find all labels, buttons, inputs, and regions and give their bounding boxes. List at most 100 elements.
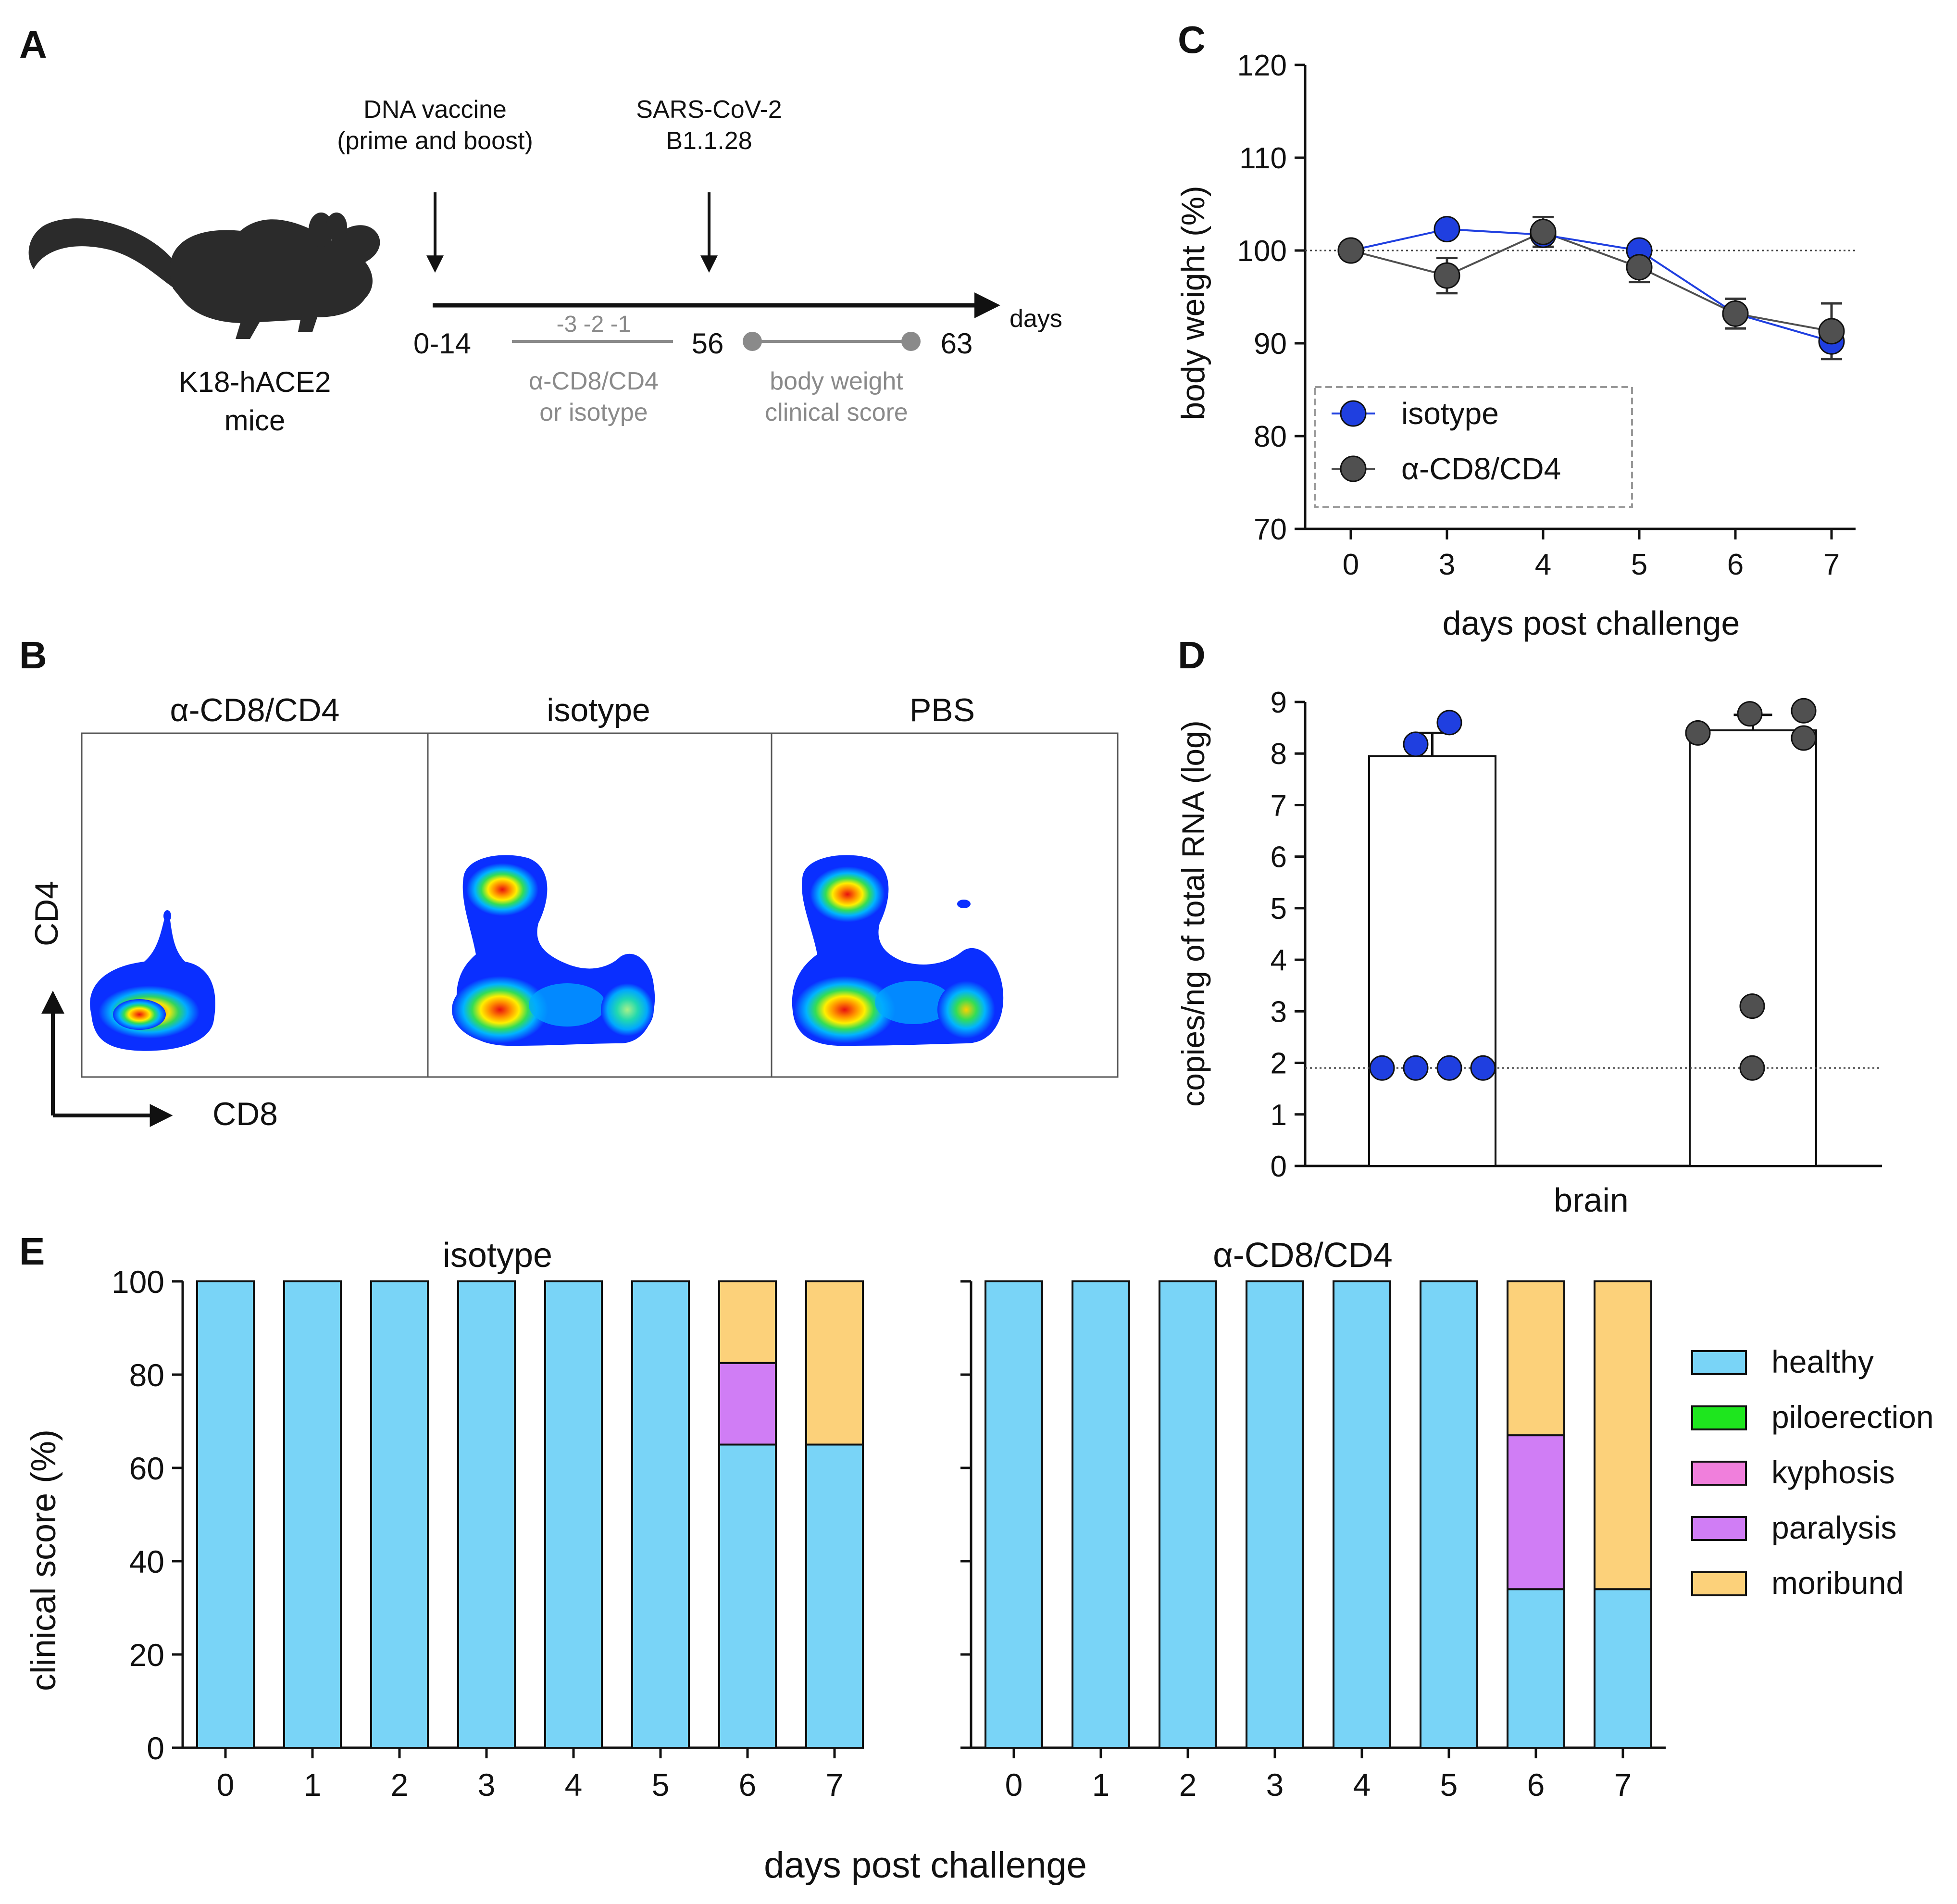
e-bar-segment-moribund [1594,1280,1652,1591]
viral-rna-chart: 0 1 2 3 4 5 6 7 8 9 [1271,686,1882,1183]
d-y-tick-label: 0 [1271,1150,1287,1183]
e-legend-label-paralysis: paralysis [1771,1510,1896,1545]
c-data-point [1530,218,1557,245]
panel-d: D 0 1 2 3 4 5 6 7 8 9 copies/ng of total RNA (log… [1175,634,1882,1219]
e-y-axis-label: clinical score (%) [25,1429,63,1691]
c-x-tick-label: 6 [1727,548,1744,581]
c-data-point [1626,254,1653,281]
e-y-tick-label: 0 [147,1730,164,1766]
e-bar-segment-healthy [457,1280,516,1749]
panel-label-d: D [1178,634,1206,676]
d-y-axis-label: copies/ng of total RNA (log) [1175,720,1211,1106]
e-bar-segment-paralysis [1507,1434,1565,1591]
c-legend-box [1314,386,1633,508]
c-data-point [1433,262,1460,289]
panel-label-e: E [19,1230,45,1273]
panel-label-a: A [19,23,47,66]
e-title-depleted: α-CD8/CD4 [1213,1236,1393,1275]
c-legend: isotype α-CD8/CD4 [1314,386,1633,508]
c-data-point [1433,216,1460,243]
d-y-tick-label: 7 [1271,789,1287,822]
e-x-tick-label: 1 [1092,1767,1110,1803]
monitor-label-line2: clinical score [765,399,908,426]
e-x-tick-label: 7 [826,1767,844,1803]
d-bar [1689,729,1817,1167]
panel-e: E 0 20 40 60 80 100 0 1 2 3 4 5 6 7 0 1 2 3 4 5 6 7 clinical … [19,1230,1934,1886]
c-y-axis-label: body weight (%) [1175,186,1211,420]
e-bar-segment-moribund [1507,1280,1565,1437]
challenge-label-line2: B1.1.28 [666,127,752,155]
c-x-axis-label: days post challenge [1443,604,1740,642]
e-legend-label-moribund: moribund [1771,1565,1904,1601]
e-y-tick-label: 80 [129,1357,164,1393]
monitor-end-dot [901,332,921,351]
d-data-point [1436,1055,1462,1081]
e-x-tick-label: 7 [1614,1767,1632,1803]
flow-title-3: PBS [910,692,975,728]
d-y-tick-label: 6 [1271,841,1287,874]
monitor-start-dot [743,332,762,351]
cd4-axis-label: CD4 [28,881,65,946]
e-bar-segment-healthy [1594,1588,1652,1749]
c-y-tick-label: 70 [1254,513,1287,546]
c-x-tick-label: 0 [1343,548,1359,581]
e-bar-segment-healthy [1420,1280,1478,1749]
d-y-tick-label: 8 [1271,738,1287,771]
e-bar-segment-moribund [805,1280,864,1446]
body-weight-chart: 70 80 90 100 110 120 0 3 4 5 6 7 [1237,49,1856,581]
e-x-tick-label: 6 [739,1767,757,1803]
e-legend: healthy piloerection kyphosis paralysis mori… [1691,1344,1934,1601]
day-end-label: 63 [941,327,973,360]
d-y-tick-label: 3 [1271,995,1287,1028]
monitor-label-line1: body weight [770,367,903,395]
e-legend-label-piloerection: piloerection [1771,1399,1934,1435]
e-bar-segment-healthy [1333,1280,1391,1749]
mouse-icon [28,213,380,339]
depletion-label-line2: or isotype [539,399,648,426]
c-data-point [1337,237,1364,264]
d-data-point [1739,1055,1765,1081]
d-y-tick-label: 5 [1271,892,1287,926]
d-bar [1368,755,1496,1167]
c-x-tick-label: 4 [1535,548,1551,581]
d-data-point [1369,1055,1395,1081]
d-data-point [1791,725,1817,751]
e-x-tick-label: 2 [391,1767,409,1803]
d-x-axis-label: brain [1554,1181,1629,1219]
e-title-isotype: isotype [443,1236,552,1275]
e-bar-segment-healthy [718,1443,777,1749]
d-y-tick-label: 9 [1271,686,1287,719]
c-x-tick-label: 7 [1823,548,1840,581]
d-data-point [1436,710,1462,736]
e-x-tick-label: 4 [1353,1767,1371,1803]
e-bar-segment-healthy [544,1280,603,1749]
e-bar-segment-healthy [196,1280,255,1749]
c-legend-label-isotype: isotype [1401,396,1499,431]
c-y-tick-label: 100 [1237,235,1287,268]
clinical-score-charts: 0 20 40 60 80 100 0 1 2 3 4 5 6 7 0 1 2 3 4 5 6 7 [112,1264,1666,1803]
c-y-tick-label: 120 [1237,49,1287,82]
panel-label-c: C [1178,18,1206,61]
e-x-axis-label: days post challenge [764,1845,1087,1886]
depletion-label-line1: α-CD8/CD4 [529,367,659,395]
e-x-tick-label: 6 [1527,1767,1545,1803]
e-legend-swatch-moribund [1691,1571,1747,1596]
c-y-tick-label: 90 [1254,327,1287,361]
d-data-point [1685,720,1711,746]
day-vaccine-label: 0-14 [413,327,471,360]
d-y-tick-label: 4 [1271,944,1287,977]
e-y-tick-label: 100 [112,1264,164,1300]
challenge-label-line1: SARS-CoV-2 [636,96,782,124]
c-legend-label-depleted: α-CD8/CD4 [1401,451,1561,486]
c-y-tick-label: 110 [1239,142,1287,175]
e-legend-swatch-paralysis [1691,1516,1747,1541]
e-bar-segment-healthy [370,1280,429,1749]
panel-a: A K18-hACE2 mice DNA vaccine (prime and … [19,23,1062,437]
e-x-tick-label: 5 [1440,1767,1458,1803]
e-y-tick-label: 40 [129,1544,164,1579]
c-series-line [1350,231,1832,332]
c-data-point [1722,300,1749,327]
panel-label-b: B [19,634,47,676]
cd8-axis-label: CD8 [212,1096,278,1132]
d-data-point [1403,1055,1429,1081]
